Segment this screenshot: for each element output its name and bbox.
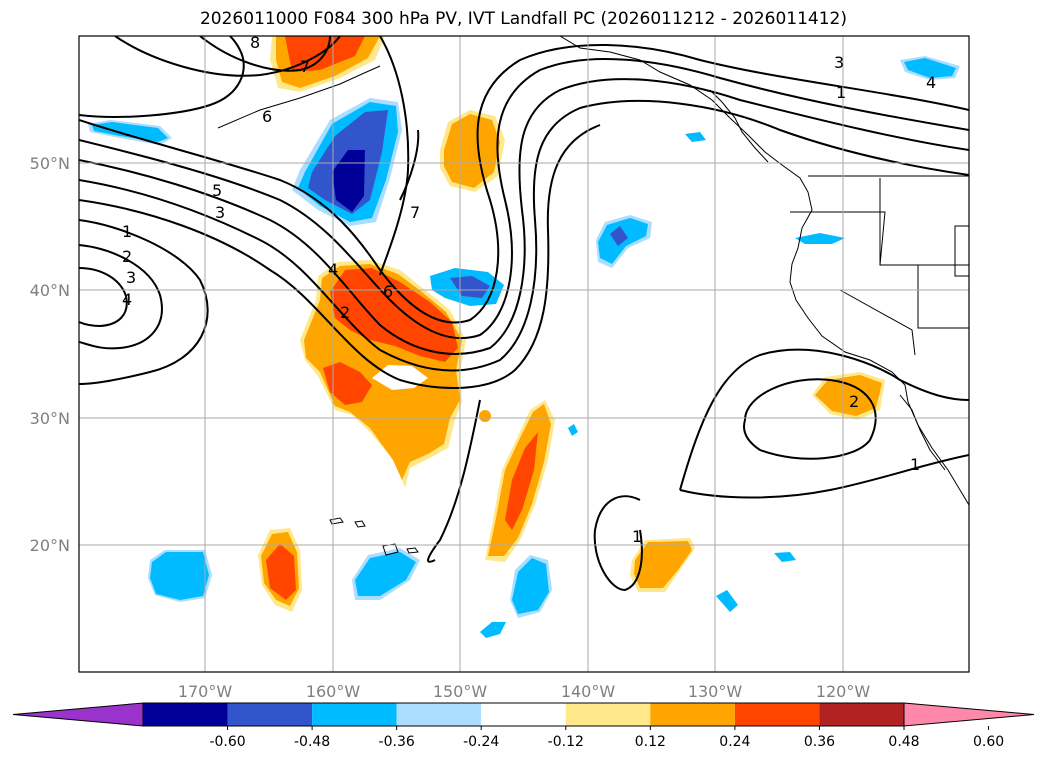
colorbar-box <box>481 703 566 726</box>
contour-label: 1 <box>122 222 132 241</box>
contour-label: 7 <box>300 57 310 76</box>
contour-label: 1 <box>836 83 846 102</box>
lat-label: 30°N <box>30 409 70 428</box>
contour-label: 2 <box>122 247 132 266</box>
contour-label: 2 <box>340 303 350 322</box>
colorbar-tick-label: -0.60 <box>209 734 245 750</box>
map-frame <box>78 35 970 673</box>
contour-label: 4 <box>926 73 936 92</box>
colorbar: -0.60 -0.48 -0.36 -0.24 -0.12 0.12 0.24 0.36 0.4… <box>12 702 1035 750</box>
contour-label: 1 <box>910 455 920 474</box>
contour-label: 7 <box>410 203 420 222</box>
colorbar-tick-label: 0.36 <box>804 734 835 750</box>
contour-labels: 8 7 6 5 3 1 2 3 4 4 6 2 7 3 1 4 1 2 1 <box>122 33 936 546</box>
contour-label: 5 <box>212 181 222 200</box>
contour-label: 1 <box>632 527 642 546</box>
gridlines <box>79 36 969 672</box>
colorbar-tick-label: -0.48 <box>294 734 330 750</box>
lon-label: 160°W <box>306 682 361 701</box>
colorbar-extend-max <box>903 702 1035 727</box>
lon-label: 120°W <box>816 682 871 701</box>
colorbar-tick-label: -0.24 <box>463 734 499 750</box>
coastlines <box>217 36 969 556</box>
lat-label: 40°N <box>30 281 70 300</box>
colorbar-frame <box>142 702 905 727</box>
colorbar-box <box>143 703 228 726</box>
contour-label: 3 <box>126 268 136 287</box>
contour-label: 3 <box>834 53 844 72</box>
colorbar-box <box>650 703 735 726</box>
contour-label: 8 <box>250 33 260 52</box>
lon-label: 140°W <box>561 682 616 701</box>
colorbar-tick-label: 0.12 <box>635 734 666 750</box>
colorbar-box <box>565 703 651 726</box>
lat-label: 20°N <box>30 536 70 555</box>
contour-label: 2 <box>849 392 859 411</box>
colorbar-boxes <box>12 702 1035 727</box>
colorbar-tick-label: 0.24 <box>719 734 750 750</box>
pv-shading <box>88 36 960 638</box>
colorbar-tick-label: 0.60 <box>973 734 1004 750</box>
colorbar-box <box>396 703 482 726</box>
contour-label: 3 <box>215 203 225 222</box>
contour-label: 4 <box>122 290 132 309</box>
colorbar-box <box>819 703 904 726</box>
contour-label: 6 <box>383 282 393 301</box>
height-contours <box>79 36 969 592</box>
colorbar-tick-label: -0.12 <box>548 734 584 750</box>
contour-label: 4 <box>328 260 338 279</box>
latitude-labels: 50°N 40°N 30°N 20°N <box>30 154 70 555</box>
lat-label: 50°N <box>30 154 70 173</box>
longitude-labels: 170°W 160°W 150°W 140°W 130°W 120°W <box>178 682 871 701</box>
contour-label: 6 <box>262 107 272 126</box>
map-title: 2026011000 F084 300 hPa PV, IVT Landfall… <box>199 9 847 29</box>
colorbar-ticks: -0.60 -0.48 -0.36 -0.24 -0.12 0.12 0.24 0.36 0.4… <box>209 726 1004 750</box>
lon-label: 150°W <box>433 682 488 701</box>
colorbar-tick-label: -0.36 <box>379 734 415 750</box>
lon-label: 130°W <box>688 682 743 701</box>
colorbar-tick-label: 0.48 <box>888 734 919 750</box>
lon-label: 170°W <box>178 682 233 701</box>
colorbar-box <box>227 703 313 726</box>
colorbar-box <box>312 703 397 726</box>
colorbar-extend-min <box>12 702 144 727</box>
colorbar-box <box>734 703 820 726</box>
